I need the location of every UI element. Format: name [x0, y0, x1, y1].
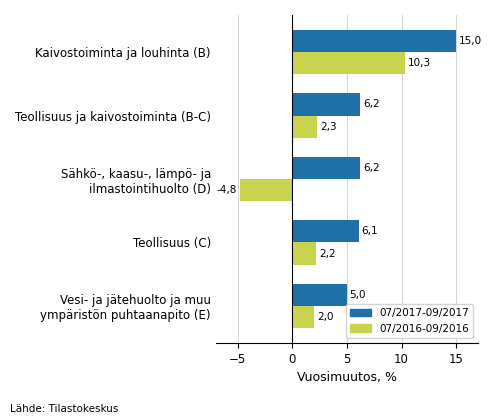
- Text: 2,0: 2,0: [317, 312, 333, 322]
- Text: 6,1: 6,1: [362, 226, 378, 236]
- Text: 6,2: 6,2: [363, 163, 380, 173]
- Text: 15,0: 15,0: [459, 36, 482, 46]
- Bar: [292, 220, 359, 243]
- Bar: [292, 284, 347, 306]
- Bar: [292, 30, 456, 52]
- Bar: [292, 93, 360, 116]
- Legend: 07/2017-09/2017, 07/2016-09/2016: 07/2017-09/2017, 07/2016-09/2016: [346, 305, 473, 338]
- Text: Lähde: Tilastokeskus: Lähde: Tilastokeskus: [10, 404, 118, 414]
- Text: -4,8: -4,8: [217, 185, 237, 195]
- Text: 6,2: 6,2: [363, 99, 380, 109]
- Bar: [240, 179, 292, 201]
- Text: 2,3: 2,3: [320, 122, 337, 132]
- Text: 5,0: 5,0: [350, 290, 366, 300]
- X-axis label: Vuosimuutos, %: Vuosimuutos, %: [297, 371, 397, 384]
- Bar: [292, 52, 405, 74]
- Text: 2,2: 2,2: [319, 249, 336, 259]
- Bar: [292, 116, 317, 138]
- Bar: [292, 243, 317, 265]
- Text: 10,3: 10,3: [408, 58, 431, 68]
- Bar: [292, 306, 314, 328]
- Bar: [292, 157, 360, 179]
